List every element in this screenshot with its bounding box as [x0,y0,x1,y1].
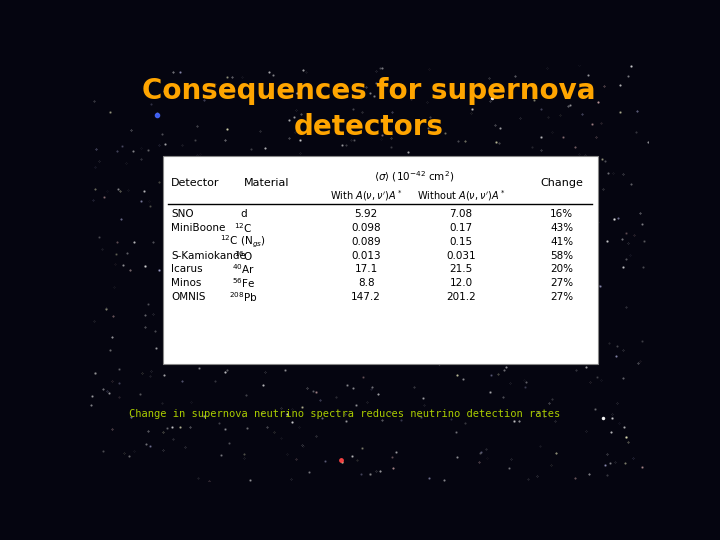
Text: 41%: 41% [550,237,573,247]
Text: 0.17: 0.17 [449,223,472,233]
Text: 201.2: 201.2 [446,292,476,302]
Text: 147.2: 147.2 [351,292,381,302]
Text: Change in supernova neutrino spectra reduces neutrino detection rates: Change in supernova neutrino spectra red… [129,409,560,419]
Text: 16%: 16% [550,210,573,219]
Text: 20%: 20% [550,265,573,274]
Text: Minos: Minos [171,278,202,288]
Text: 0.098: 0.098 [351,223,381,233]
Text: 0.031: 0.031 [446,251,476,261]
Text: MiniBoone: MiniBoone [171,223,225,233]
Text: 27%: 27% [550,292,573,302]
Text: 5.92: 5.92 [354,210,378,219]
Text: 21.5: 21.5 [449,265,473,274]
Text: 0.013: 0.013 [351,251,381,261]
Text: 7.08: 7.08 [449,210,472,219]
Text: 12.0: 12.0 [449,278,472,288]
Text: Change: Change [540,178,583,188]
Text: Detector: Detector [171,178,220,188]
FancyBboxPatch shape [163,156,598,364]
Text: Without $A(\nu,\nu')A^*$: Without $A(\nu,\nu')A^*$ [417,188,505,203]
Text: 27%: 27% [550,278,573,288]
Text: $^{40}$Ar: $^{40}$Ar [232,262,255,276]
Text: Consequences for supernova
detectors: Consequences for supernova detectors [143,77,595,141]
Text: $\langle\sigma\rangle$ (10$^{-42}$ cm$^{2}$): $\langle\sigma\rangle$ (10$^{-42}$ cm$^{… [374,170,454,185]
Text: Icarus: Icarus [171,265,202,274]
Text: Material: Material [243,178,289,188]
Text: $^{16}$O: $^{16}$O [234,249,253,262]
Text: $^{208}$Pb: $^{208}$Pb [229,290,258,303]
Text: OMNIS: OMNIS [171,292,205,302]
Text: SNO: SNO [171,210,194,219]
Text: 8.8: 8.8 [358,278,374,288]
Text: 0.15: 0.15 [449,237,472,247]
Text: $^{12}$C: $^{12}$C [234,221,253,235]
Text: $^{12}$C (N$_{gs}$): $^{12}$C (N$_{gs}$) [220,234,266,250]
Text: 43%: 43% [550,223,573,233]
Text: 58%: 58% [550,251,573,261]
Text: 17.1: 17.1 [354,265,378,274]
Text: 0.089: 0.089 [351,237,381,247]
Text: $^{56}$Fe: $^{56}$Fe [232,276,255,290]
Text: S-Kamiokande: S-Kamiokande [171,251,246,261]
Text: With $A(\nu,\nu')A^*$: With $A(\nu,\nu')A^*$ [330,188,402,203]
Text: d: d [240,210,247,219]
